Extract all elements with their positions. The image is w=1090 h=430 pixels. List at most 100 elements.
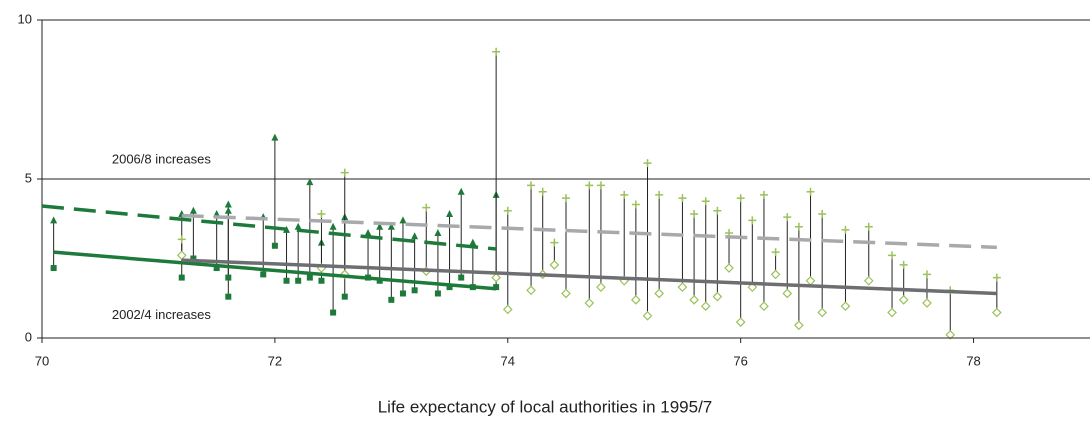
high-marker	[340, 168, 349, 177]
high-marker	[446, 209, 454, 217]
high-marker	[550, 238, 559, 247]
high-marker	[888, 251, 897, 260]
low-marker	[782, 288, 793, 299]
low-marker	[176, 250, 187, 261]
low-marker	[735, 317, 746, 327]
low-marker	[677, 282, 688, 292]
low-marker	[260, 271, 267, 278]
low-marker	[794, 320, 804, 331]
high-marker	[189, 206, 197, 214]
high-marker	[457, 187, 465, 195]
high-marker	[376, 222, 384, 230]
low-marker	[295, 277, 302, 284]
high-marker	[562, 194, 570, 203]
low-marker	[712, 291, 723, 302]
annotation: 2006/8 increases	[112, 151, 212, 166]
high-marker	[806, 187, 815, 196]
low-marker	[863, 275, 874, 286]
high-marker	[596, 181, 605, 190]
high-marker	[992, 273, 1001, 282]
trend-line	[53, 250, 497, 291]
low-marker	[898, 294, 909, 305]
high-marker	[655, 190, 664, 199]
low-marker	[399, 290, 406, 297]
high-marker	[329, 222, 337, 230]
high-marker	[317, 209, 326, 218]
low-marker	[434, 290, 441, 297]
high-marker	[748, 216, 757, 225]
low-marker	[770, 269, 781, 280]
high-marker	[922, 270, 931, 279]
low-marker	[225, 293, 232, 300]
trend-line	[181, 258, 997, 296]
low-marker	[491, 272, 501, 283]
high-marker	[701, 197, 710, 206]
low-marker	[584, 298, 595, 308]
high-marker	[50, 216, 58, 224]
high-marker	[387, 222, 395, 230]
low-marker	[330, 309, 337, 316]
high-marker	[841, 225, 850, 234]
low-marker	[271, 242, 278, 249]
high-marker	[399, 216, 407, 224]
low-marker	[724, 263, 734, 273]
low-marker	[561, 288, 571, 299]
low-marker	[922, 298, 932, 308]
low-marker	[190, 255, 197, 262]
high-marker	[469, 238, 477, 246]
low-marker	[411, 287, 418, 294]
x-tick-label: 76	[733, 353, 747, 368]
high-marker	[585, 181, 594, 190]
y-tick-label: 10	[18, 11, 32, 26]
low-marker	[178, 274, 185, 281]
low-marker	[631, 294, 641, 305]
high-marker	[422, 203, 431, 212]
high-marker	[224, 200, 232, 208]
trend-line	[181, 213, 997, 250]
high-marker	[503, 206, 512, 215]
x-tick-label: 72	[268, 353, 282, 368]
trend-line	[41, 204, 497, 251]
low-marker	[805, 275, 816, 286]
x-tick-label: 78	[966, 353, 980, 368]
high-marker	[177, 235, 186, 244]
high-marker	[306, 178, 314, 186]
high-marker	[899, 260, 908, 269]
low-marker	[306, 274, 313, 281]
x-axis-title: Life expectancy of local authorities in …	[378, 397, 713, 416]
high-marker	[411, 232, 419, 240]
high-marker	[620, 190, 629, 199]
low-marker	[700, 301, 711, 312]
low-marker	[283, 277, 290, 284]
high-marker	[271, 133, 279, 141]
high-marker	[364, 229, 372, 237]
high-marker	[643, 159, 652, 168]
low-marker	[759, 301, 769, 312]
low-marker	[991, 307, 1002, 318]
high-marker	[783, 213, 792, 222]
high-marker	[434, 229, 442, 237]
high-marker	[771, 248, 780, 257]
low-marker	[887, 307, 897, 318]
low-marker	[945, 329, 956, 340]
low-marker	[689, 294, 699, 305]
high-marker	[736, 194, 745, 203]
high-marker	[294, 222, 302, 230]
low-marker	[388, 296, 395, 303]
low-marker	[446, 284, 453, 291]
low-marker	[225, 274, 232, 281]
low-marker	[502, 304, 513, 315]
low-marker	[526, 285, 536, 296]
high-marker	[794, 222, 803, 231]
y-tick-label: 0	[25, 329, 32, 344]
high-marker	[492, 47, 501, 56]
high-marker	[678, 194, 687, 203]
low-marker	[50, 265, 57, 272]
low-marker	[458, 274, 465, 281]
low-marker	[817, 307, 828, 318]
high-marker	[527, 181, 536, 190]
low-marker	[318, 277, 325, 284]
high-marker	[864, 222, 873, 231]
high-marker	[224, 206, 232, 214]
